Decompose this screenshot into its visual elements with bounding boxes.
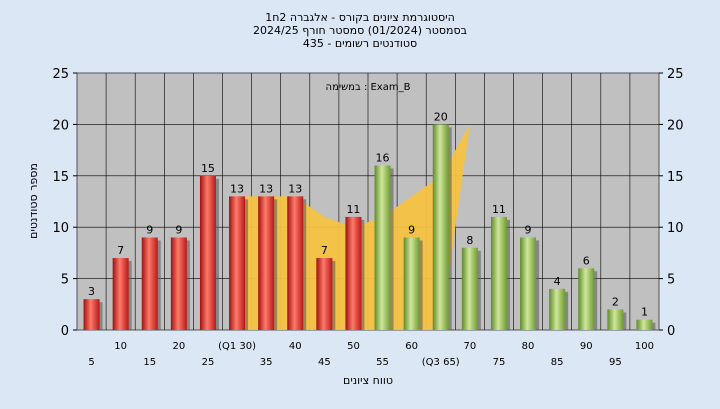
bar-100 (636, 319, 653, 330)
bar-(Q3 65) (432, 124, 449, 331)
bar-60 (403, 237, 420, 330)
data-label: 9 (525, 223, 532, 236)
data-labels: 3 7 9 9 15 13 13 13 7 11 16 9 20 8 11 9 4 6 2 1 (88, 110, 648, 318)
bar-45 (316, 258, 333, 330)
x-tick-label: (Q1 30) (218, 341, 256, 352)
bar-35 (258, 196, 275, 330)
bar-75 (490, 216, 507, 330)
x-tick-label: 70 (463, 341, 476, 352)
data-label: 11 (492, 203, 506, 216)
bar-80 (520, 237, 537, 330)
chart-title-line-2: בסמסטר (01/2024) סמסטר חורף 2024/25 (253, 24, 467, 37)
data-label: 13 (288, 182, 302, 195)
bar-5 (83, 299, 100, 330)
x-tick-label: 90 (580, 341, 593, 352)
bar-70 (461, 247, 478, 330)
x-tick-label: 50 (347, 341, 360, 352)
y-tick-label-left: 20 (52, 118, 69, 133)
data-label: 9 (146, 223, 153, 236)
bar-10 (112, 258, 129, 330)
x-tick-label: 80 (522, 341, 535, 352)
y-tick-label-left: 5 (61, 273, 69, 288)
y-tick-label-right: 5 (667, 273, 675, 288)
y-tick-label-right: 15 (667, 170, 684, 185)
bar-85 (549, 288, 566, 330)
y-tick-label-right: 0 (667, 324, 675, 339)
data-label: 20 (434, 110, 448, 123)
y-axis-right: 0 5 10 15 20 25 (659, 67, 684, 339)
x-tick-label: 60 (405, 341, 418, 352)
bar-15 (141, 237, 158, 330)
bar-25 (199, 175, 216, 330)
data-label: 9 (175, 223, 182, 236)
x-tick-label: 95 (609, 357, 622, 368)
data-label: 8 (466, 234, 473, 247)
chart-title-line-3: סטודנטים רשומים - 435 (303, 37, 417, 50)
chart-title-line-1: היסטוגרמת ציונים בקורס - אלגברה 2ח1 (265, 11, 455, 24)
data-label: 13 (259, 182, 273, 195)
data-label: 2 (612, 295, 619, 308)
data-label: 15 (201, 162, 215, 175)
y-axis-left: 0 5 10 15 20 25 (52, 67, 77, 339)
data-label: 9 (408, 223, 415, 236)
data-label: 7 (117, 244, 124, 257)
y-axis-title: מספר סטודנטים (27, 163, 40, 239)
x-tick-label: 100 (635, 341, 654, 352)
bars (83, 124, 656, 331)
x-tick-label: 75 (493, 357, 506, 368)
y-tick-label-left: 15 (52, 170, 69, 185)
y-tick-label-right: 25 (667, 67, 684, 82)
y-tick-label-left: 25 (52, 67, 69, 82)
x-tick-label: (Q3 65) (422, 357, 460, 368)
bar-50 (345, 216, 362, 330)
data-label: 16 (376, 152, 390, 165)
x-tick-label: 5 (88, 357, 94, 368)
y-tick-label-left: 0 (61, 324, 69, 339)
x-axis-title: טווח ציונים (343, 374, 393, 387)
data-label: 13 (230, 182, 244, 195)
y-tick-label-right: 20 (667, 118, 684, 133)
bar-55 (374, 165, 391, 330)
x-tick-label: 55 (376, 357, 389, 368)
bar-95 (607, 309, 624, 330)
x-tick-label: 40 (289, 341, 302, 352)
data-label: 3 (88, 285, 95, 298)
x-tick-label: 10 (114, 341, 127, 352)
x-tick-label: 15 (143, 357, 156, 368)
data-label: 6 (583, 254, 590, 267)
x-axis: 5 10 15 20 25(Q1 30) 35 40 45 50 55 60 (Q3 65)70 75 8… (88, 341, 654, 368)
y-tick-label-right: 10 (667, 221, 684, 236)
data-label: 4 (554, 275, 561, 288)
bar-40 (287, 196, 304, 330)
bar-90 (578, 268, 595, 330)
bar-20 (170, 237, 187, 330)
bar-(Q1 30) (229, 196, 246, 330)
x-tick-label: 20 (172, 341, 185, 352)
x-tick-label: 45 (318, 357, 331, 368)
data-label: 11 (346, 203, 360, 216)
data-label: 1 (641, 306, 648, 319)
data-label: 7 (321, 244, 328, 257)
x-tick-label: 85 (551, 357, 564, 368)
annotation-label: במשימה : Exam_B (326, 82, 411, 93)
x-tick-label: 25 (202, 357, 215, 368)
y-tick-label-left: 10 (52, 221, 69, 236)
x-tick-label: 35 (260, 357, 273, 368)
